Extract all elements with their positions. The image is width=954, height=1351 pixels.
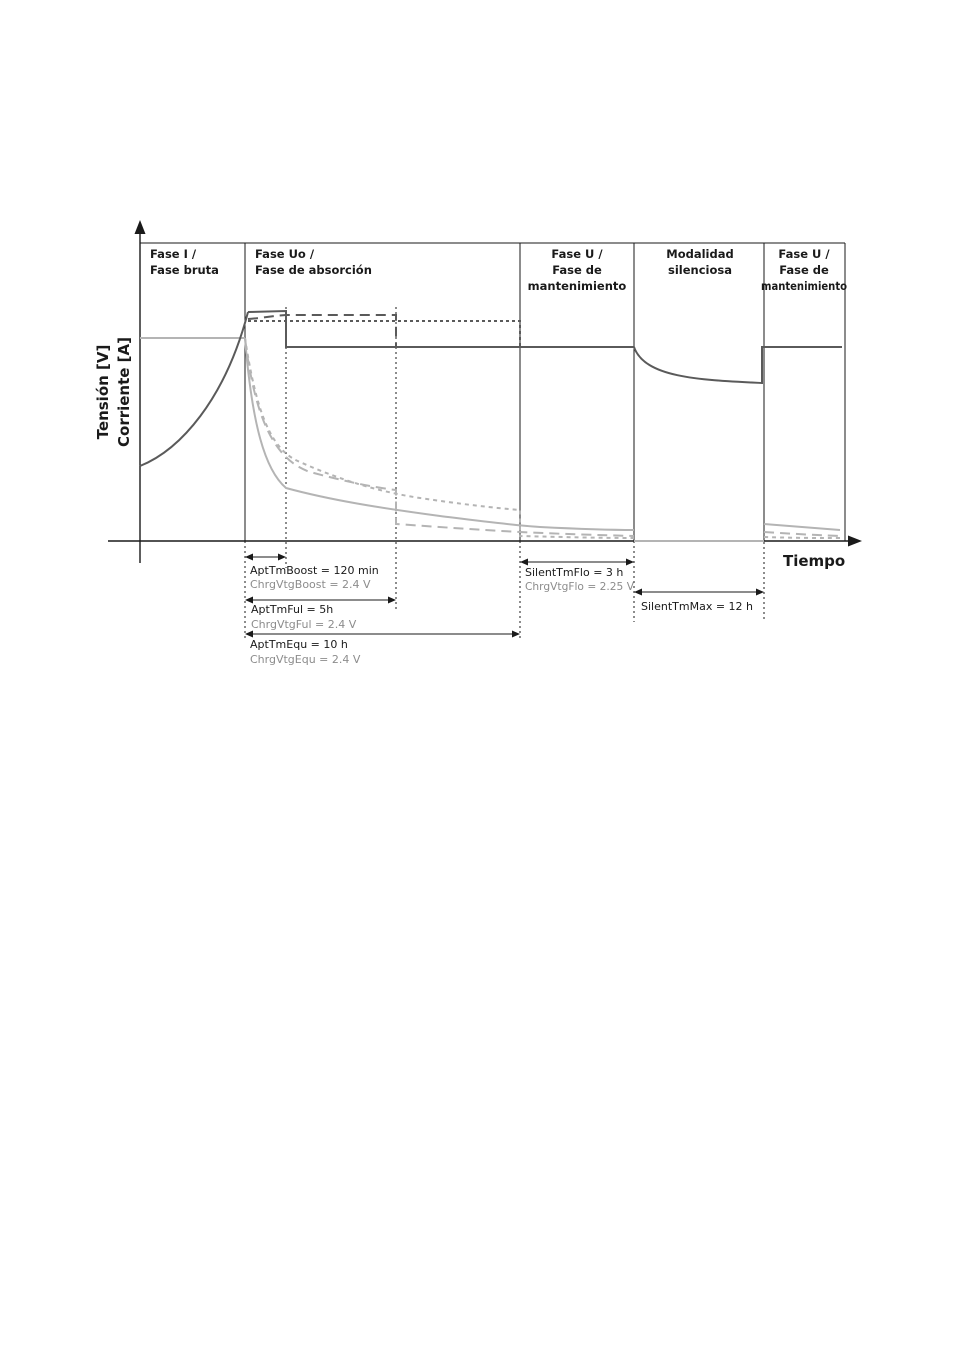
current-equ bbox=[244, 337, 635, 539]
axis-labels: Tensión [V] Corriente [A] Tiempo bbox=[94, 337, 845, 570]
label-apt-tm-equ: AptTmEqu = 10 h bbox=[250, 638, 348, 651]
current-curves bbox=[140, 337, 841, 542]
label-chrg-vtg-flo: ChrgVtgFlo = 2.25 V bbox=[525, 580, 634, 593]
x-axis-arrow-icon bbox=[848, 535, 862, 547]
voltage-bulk bbox=[139, 311, 249, 467]
voltage-boost bbox=[247, 309, 634, 348]
current-float-2-dashed bbox=[763, 531, 841, 537]
dimension-arrows bbox=[245, 553, 764, 638]
current-boost bbox=[244, 337, 635, 531]
y-axis-arrow-icon bbox=[134, 220, 146, 234]
current-ful bbox=[244, 337, 635, 537]
voltage-curves bbox=[139, 309, 842, 467]
phase-labels: Fase I / Fase bruta Fase Uo / Fase de ab… bbox=[150, 247, 847, 293]
phase-float-2-line-1: Fase U / bbox=[778, 247, 830, 261]
x-axis-label-time: Tiempo bbox=[783, 552, 845, 570]
label-silent-tm-max: SilentTmMax = 12 h bbox=[641, 600, 753, 613]
label-chrg-vtg-ful: ChrgVtgFul = 2.4 V bbox=[251, 618, 357, 631]
phase-bulk-line-1: Fase I / bbox=[150, 247, 197, 261]
y-axis-label-current: Corriente [A] bbox=[115, 337, 133, 447]
voltage-ful bbox=[247, 314, 397, 347]
phase-float-2-line-3: mantenimiento bbox=[761, 279, 847, 293]
phase-frame bbox=[140, 242, 846, 541]
label-chrg-vtg-boost: ChrgVtgBoost = 2.4 V bbox=[250, 578, 371, 591]
phase-float-line-3: mantenimiento bbox=[528, 279, 627, 293]
label-apt-tm-ful: AptTmFul = 5h bbox=[251, 603, 333, 616]
phase-silent-line-2: silenciosa bbox=[668, 263, 732, 277]
phase-float-line-1: Fase U / bbox=[551, 247, 603, 261]
label-silent-tm-flo: SilentTmFlo = 3 h bbox=[525, 566, 623, 579]
phase-bulk-line-2: Fase bruta bbox=[150, 263, 219, 277]
label-chrg-vtg-equ: ChrgVtgEqu = 2.4 V bbox=[250, 653, 361, 666]
label-apt-tm-boost: AptTmBoost = 120 min bbox=[250, 564, 379, 577]
phase-float-line-2: Fase de bbox=[552, 263, 602, 277]
phase-absorption-line-2: Fase de absorción bbox=[255, 263, 372, 277]
current-float-2 bbox=[763, 523, 841, 531]
y-axis-label-voltage: Tensión [V] bbox=[94, 345, 112, 440]
axes bbox=[108, 220, 862, 563]
phase-silent-line-1: Modalidad bbox=[666, 247, 733, 261]
phase-absorption-line-1: Fase Uo / bbox=[255, 247, 315, 261]
voltage-equ bbox=[248, 320, 521, 347]
parameter-annotations: AptTmBoost = 120 min ChrgVtgBoost = 2.4 … bbox=[250, 564, 753, 666]
voltage-silent-decay bbox=[633, 346, 842, 385]
current-float-2-dotted bbox=[763, 536, 841, 539]
phase-float-2-line-2: Fase de bbox=[779, 263, 829, 277]
